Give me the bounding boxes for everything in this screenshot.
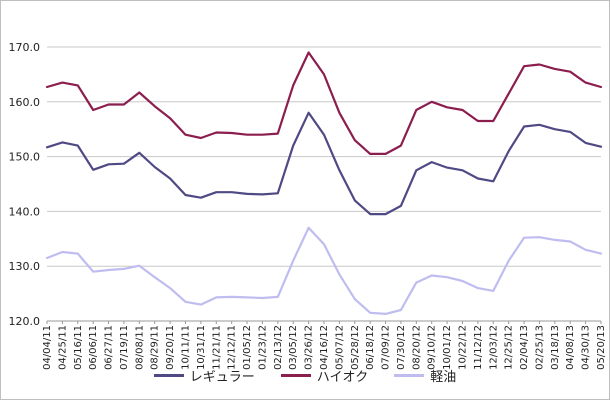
gridlines <box>47 46 601 322</box>
x-tick-label: 10/11/11 <box>181 325 192 370</box>
x-tick-label: 11/12/12 <box>473 325 484 370</box>
x-tick-label: 11/21/11 <box>211 325 222 370</box>
x-tick-label: 04/08/13 <box>565 325 576 370</box>
y-tick-label: 120.0 <box>9 315 41 328</box>
legend-swatch-high-octane <box>280 374 311 377</box>
y-tick-label: 150.0 <box>9 151 41 164</box>
legend-label-diesel: 軽油 <box>430 370 457 385</box>
x-tick-label: 04/25/11 <box>57 325 68 370</box>
series-line-2 <box>45 226 603 315</box>
x-tick-label: 05/07/12 <box>334 325 345 370</box>
x-tick-label: 02/04/13 <box>519 325 530 370</box>
legend-swatch-regular <box>153 374 184 377</box>
x-tick-label: 05/20/13 <box>596 325 607 370</box>
x-tick-label: 09/10/12 <box>427 325 438 370</box>
x-tick-label: 05/28/12 <box>350 325 361 370</box>
y-axis-ticks: 120.0 130.0 140.0 150.0 160.0 170.0 <box>9 41 41 328</box>
x-tick-label: 03/05/12 <box>288 325 299 370</box>
x-tick-label: 04/30/13 <box>581 325 592 370</box>
x-tick-label: 06/06/11 <box>88 325 99 370</box>
x-tick-label: 03/18/13 <box>550 325 561 370</box>
legend-item-regular: レギュラー <box>153 366 255 385</box>
legend-item-high-octane: ハイオク <box>280 366 369 385</box>
x-tick-label: 05/16/11 <box>73 325 84 370</box>
y-tick-label: 130.0 <box>9 260 41 273</box>
series-line-1 <box>45 51 603 155</box>
legend: レギュラー ハイオク 軽油 <box>0 366 610 385</box>
legend-label-regular: レギュラー <box>189 370 255 385</box>
x-tick-label: 07/19/11 <box>119 325 130 370</box>
x-tick-label: 04/16/12 <box>319 325 330 370</box>
x-tick-label: 02/13/12 <box>273 325 284 370</box>
x-tick-label: 02/25/13 <box>534 325 545 370</box>
x-tick-label: 12/25/12 <box>504 325 515 370</box>
x-tick-label: 10/22/12 <box>458 325 469 370</box>
x-tick-label: 08/29/11 <box>150 325 161 370</box>
x-tick-label: 12/12/11 <box>227 325 238 370</box>
y-tick-label: 140.0 <box>9 205 41 218</box>
x-tick-label: 04/04/11 <box>42 325 53 370</box>
y-tick-label: 170.0 <box>9 41 41 54</box>
x-tick-label: 01/05/12 <box>242 325 253 370</box>
x-tick-label: 10/01/12 <box>442 325 453 370</box>
legend-swatch-diesel <box>394 374 425 377</box>
x-tick-label: 01/23/12 <box>257 325 268 370</box>
x-tick-label: 08/08/11 <box>134 325 145 370</box>
x-tick-label: 10/31/11 <box>196 325 207 370</box>
x-axis-ticks: 04/04/11 04/25/11 05/16/11 06/06/11 06/27/11… <box>42 321 607 370</box>
x-tick-label: 08/20/12 <box>411 325 422 370</box>
x-tick-label: 06/27/11 <box>104 325 115 370</box>
x-tick-label: 12/03/12 <box>488 325 499 370</box>
x-tick-label: 09/20/11 <box>165 325 176 370</box>
series-line-0 <box>45 111 603 216</box>
x-tick-label: 07/09/12 <box>381 325 392 370</box>
series-lines <box>45 51 603 315</box>
legend-label-high-octane: ハイオク <box>316 370 369 385</box>
y-tick-label: 160.0 <box>9 96 41 109</box>
x-tick-label: 03/26/12 <box>304 325 315 370</box>
x-tick-label: 07/30/12 <box>396 325 407 370</box>
legend-item-diesel: 軽油 <box>394 366 456 385</box>
x-tick-label: 06/18/12 <box>365 325 376 370</box>
